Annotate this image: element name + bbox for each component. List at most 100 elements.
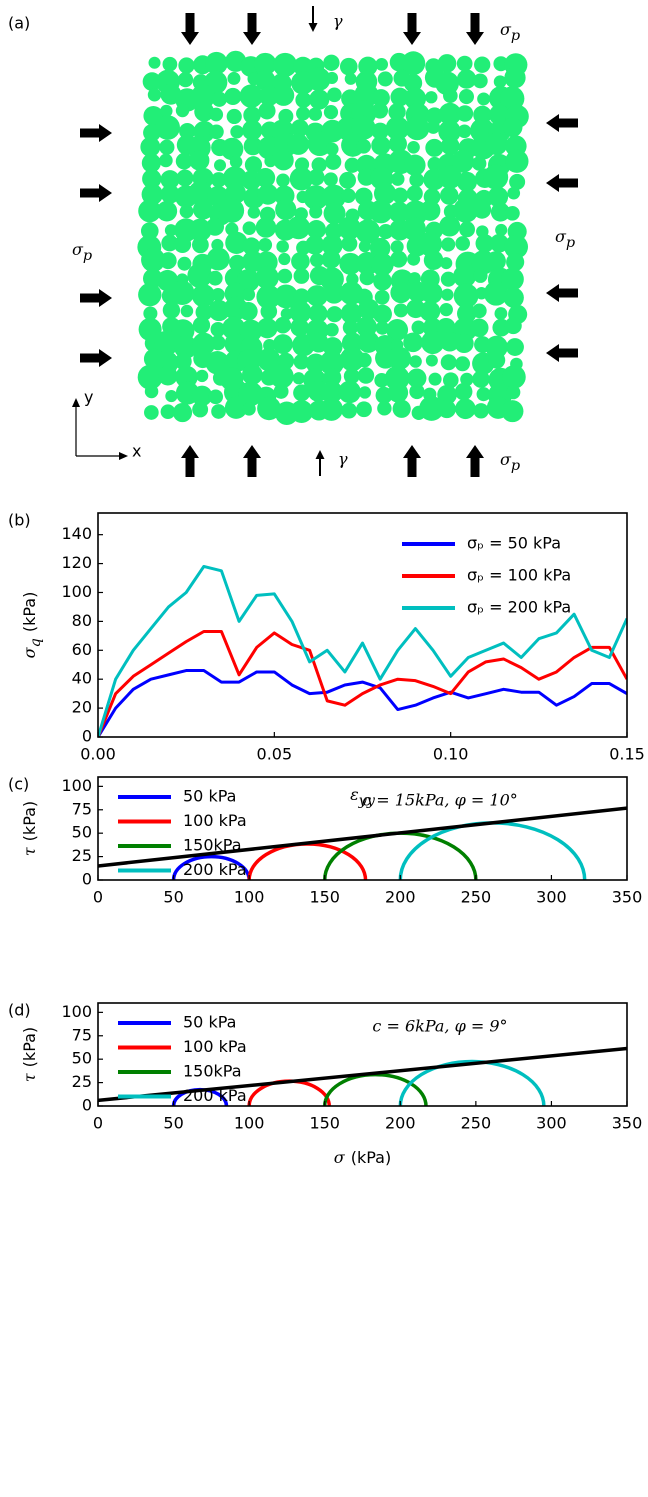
x-tick-label: 100 — [234, 888, 265, 907]
particle — [357, 331, 380, 353]
particle — [490, 202, 510, 222]
particle — [296, 106, 311, 121]
load-arrow — [80, 124, 112, 142]
particle — [244, 156, 263, 174]
x-tick-label: 50 — [163, 888, 183, 907]
particle — [154, 330, 180, 356]
symbol: σ — [72, 240, 84, 259]
particle — [477, 92, 491, 106]
particle — [141, 247, 166, 272]
y-axis-label: σq (kPa) — [20, 592, 45, 659]
particle — [229, 155, 243, 169]
particle — [209, 124, 224, 140]
particle — [309, 253, 324, 268]
load-arrow — [80, 184, 112, 202]
particle — [506, 253, 525, 272]
x-tick-label: 0.10 — [433, 745, 469, 764]
particle — [319, 397, 343, 421]
legend-label: 200 kPa — [183, 1086, 247, 1105]
particle — [257, 396, 281, 421]
particle — [507, 186, 521, 200]
legend-label: σₚ = 200 kPa — [467, 598, 571, 617]
particle — [369, 237, 391, 259]
load-arrow — [80, 289, 112, 307]
particle — [485, 251, 506, 272]
x-tick-label: 0 — [93, 1114, 103, 1133]
particle — [238, 301, 258, 321]
particle — [293, 288, 310, 305]
particle — [390, 87, 410, 107]
particle — [503, 287, 524, 308]
particle — [386, 319, 409, 341]
particle — [371, 102, 389, 119]
particle — [326, 306, 343, 323]
failure-line — [98, 806, 627, 868]
y-tick-label: 140 — [61, 524, 92, 543]
particle — [421, 330, 445, 355]
axis-arrow-head — [119, 452, 128, 460]
particle — [440, 257, 453, 270]
particle — [323, 202, 346, 225]
sigma-label: σp — [500, 20, 520, 45]
axis-name: x — [132, 442, 141, 461]
unit: (kPa) — [20, 1027, 39, 1067]
particle — [390, 240, 404, 254]
panel-label: (a) — [8, 14, 30, 33]
x-axis-label: εyy — [350, 785, 376, 810]
particle — [403, 332, 423, 353]
legend-label: 100 kPa — [183, 1037, 247, 1056]
subscript: yy — [358, 793, 376, 809]
particle — [339, 57, 358, 76]
particle — [256, 284, 281, 310]
particle — [425, 354, 438, 367]
particle — [471, 156, 487, 171]
particle — [170, 280, 195, 305]
particle — [454, 382, 473, 401]
particle — [358, 386, 372, 399]
particle — [502, 365, 526, 389]
particle — [409, 355, 422, 368]
failure-line — [98, 1046, 627, 1103]
particle — [173, 235, 192, 253]
particle — [504, 67, 526, 89]
particle — [407, 140, 420, 154]
particle — [293, 353, 310, 370]
particle — [242, 402, 256, 416]
particle — [140, 222, 159, 240]
particle — [453, 283, 479, 309]
plot-frame — [97, 512, 628, 738]
particle — [438, 165, 462, 189]
particle — [187, 263, 213, 288]
symbol: σ — [555, 227, 567, 246]
particle — [456, 55, 473, 72]
subscript: p — [83, 248, 92, 264]
particle — [141, 153, 161, 173]
symbol: ε — [350, 785, 359, 804]
particle — [147, 88, 162, 102]
particle — [290, 400, 314, 424]
particle — [206, 247, 230, 271]
particle — [292, 372, 305, 385]
particle — [224, 396, 248, 419]
subscript: q — [28, 638, 44, 647]
y-tick-label: 100 — [61, 1002, 92, 1021]
particle — [276, 173, 290, 188]
unit: (kPa) — [351, 1148, 391, 1167]
particle — [473, 268, 488, 283]
y-tick-label: 0 — [82, 1096, 92, 1115]
y-tick-label: 75 — [72, 1025, 92, 1044]
particle — [309, 205, 323, 219]
particle — [454, 333, 474, 354]
particle — [428, 372, 442, 386]
load-arrow — [181, 13, 199, 45]
particle — [485, 335, 508, 359]
load-arrow — [546, 284, 578, 302]
particle — [293, 384, 311, 402]
subscript: p — [511, 28, 520, 44]
particle — [155, 115, 180, 140]
particle — [460, 372, 474, 387]
legend-label: 150kPa — [183, 836, 242, 855]
particle — [373, 271, 392, 291]
y-axis-label: τ (kPa) — [20, 801, 39, 856]
particle — [344, 157, 360, 173]
